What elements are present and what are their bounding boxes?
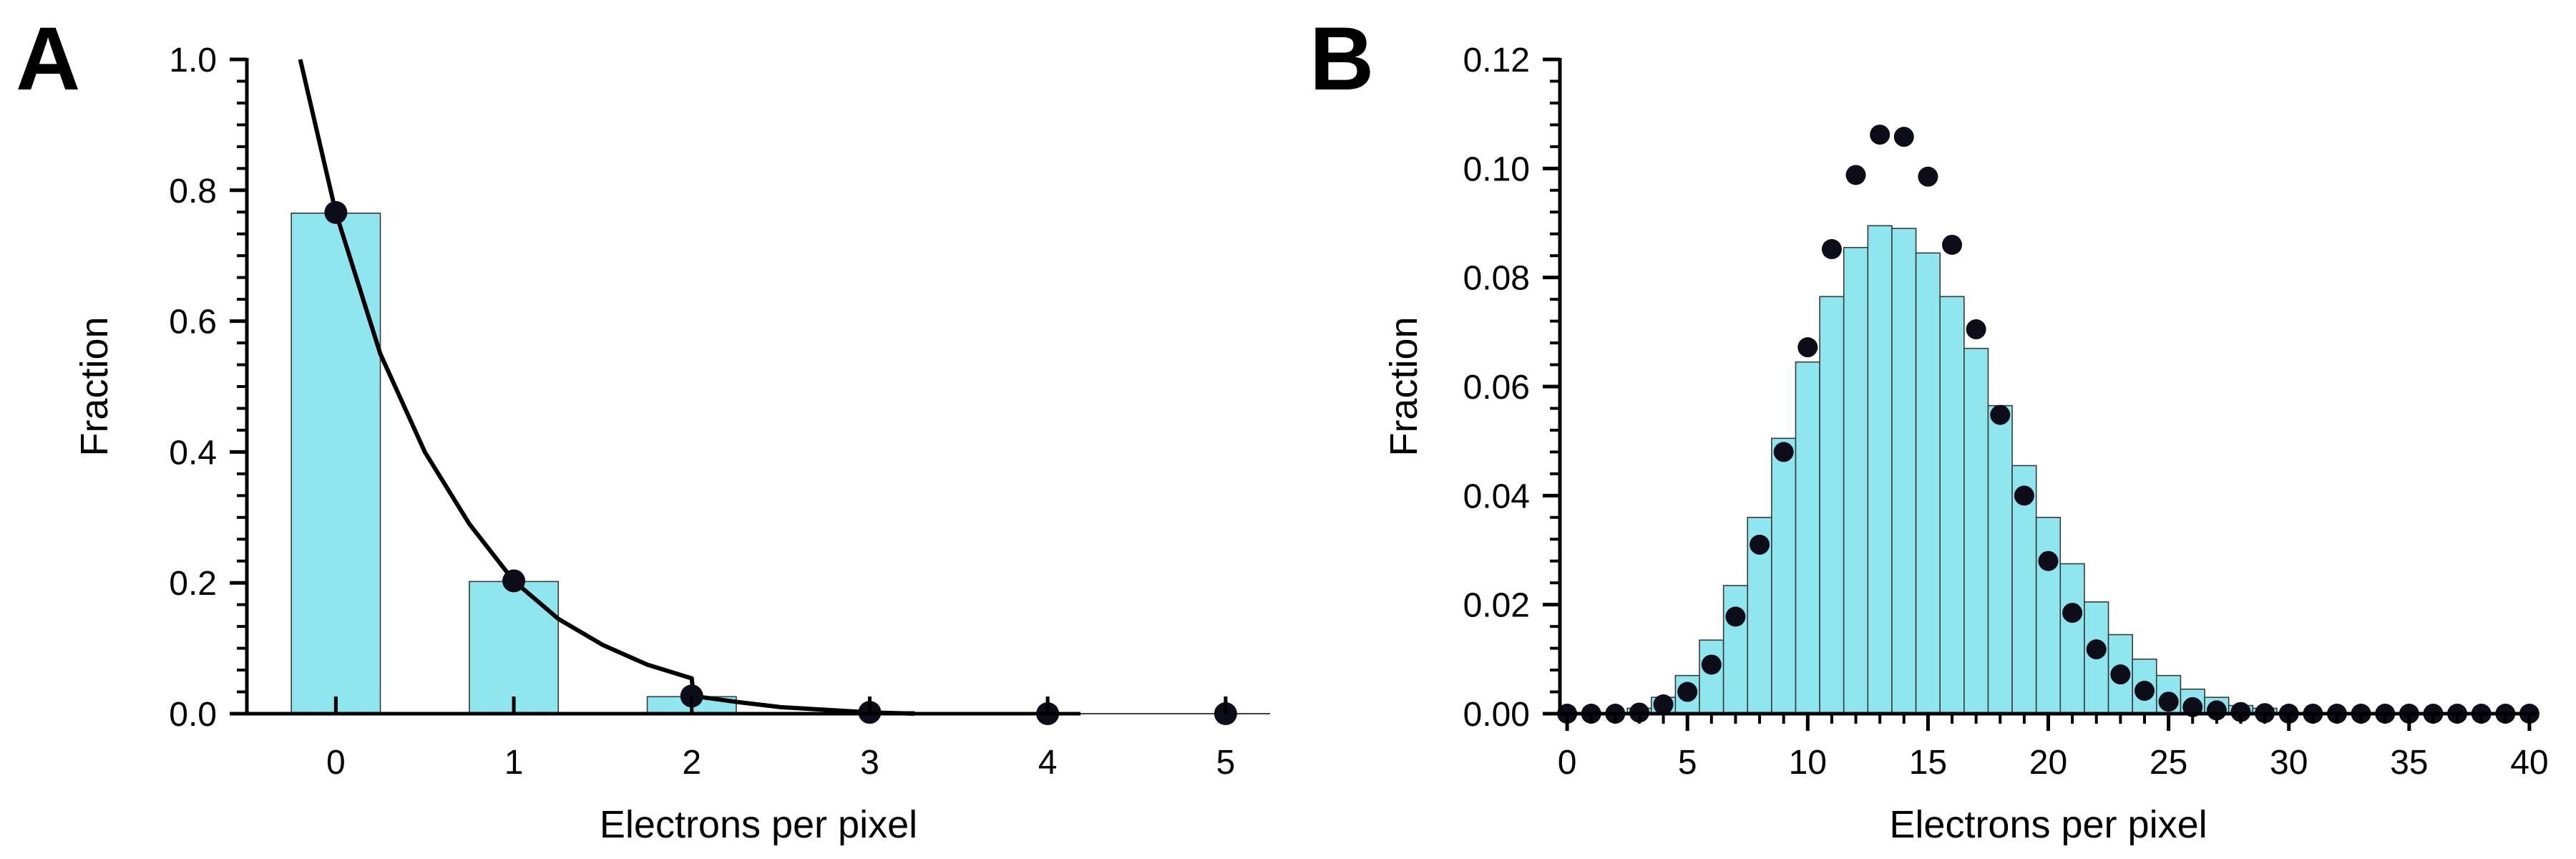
x-tick-label: 35 bbox=[2390, 744, 2428, 782]
data-point bbox=[2086, 639, 2107, 660]
bar bbox=[2059, 563, 2085, 714]
data-point bbox=[680, 684, 703, 708]
data-point bbox=[1797, 337, 1818, 358]
data-point bbox=[1750, 534, 1770, 555]
y-axis-title: Fraction bbox=[1382, 316, 1425, 456]
y-axis-title: Fraction bbox=[73, 316, 116, 456]
data-point bbox=[1990, 404, 2011, 425]
y-tick-label: 1.0 bbox=[169, 42, 217, 79]
data-point bbox=[2158, 691, 2179, 712]
data-point bbox=[1725, 606, 1746, 627]
data-point bbox=[2014, 485, 2034, 506]
y-tick-label: 0.06 bbox=[1463, 369, 1530, 407]
bar bbox=[1915, 252, 1941, 714]
data-point bbox=[2062, 603, 2083, 623]
data-point bbox=[1893, 127, 1914, 147]
bar bbox=[1722, 585, 1749, 714]
y-tick-label: 0.12 bbox=[1463, 42, 1530, 79]
data-point bbox=[1677, 681, 1698, 702]
x-tick-label: 10 bbox=[1789, 744, 1827, 782]
data-point bbox=[502, 569, 526, 593]
x-tick-label: 2 bbox=[682, 744, 701, 782]
y-tick-label: 0.08 bbox=[1463, 260, 1530, 298]
fit-curve bbox=[298, 59, 914, 716]
bar bbox=[1843, 246, 1869, 714]
data-point bbox=[1966, 319, 1986, 340]
data-point bbox=[2110, 664, 2131, 685]
data-point bbox=[1653, 694, 1674, 715]
y-tick-label: 0.8 bbox=[169, 173, 217, 210]
x-tick-label: 20 bbox=[2029, 744, 2067, 782]
data-point bbox=[324, 200, 348, 224]
bar bbox=[1987, 404, 2013, 714]
data-point bbox=[1773, 442, 1794, 462]
data-point bbox=[1701, 654, 1722, 675]
bar bbox=[1963, 347, 1989, 714]
y-tick-label: 0.0 bbox=[169, 696, 217, 734]
bar bbox=[291, 212, 381, 714]
x-tick-label: 0 bbox=[326, 744, 346, 782]
bar bbox=[469, 581, 560, 714]
x-tick-label: 1 bbox=[504, 744, 524, 782]
x-tick-label: 40 bbox=[2510, 744, 2548, 782]
bar bbox=[1867, 225, 1893, 714]
x-tick-label: 0 bbox=[1558, 744, 1577, 782]
chart-panel-a: A 0.0 0.2 0.4 0.6 0.8 1.0 0 1 2 3 4 5 Electrons per p… bbox=[16, 9, 1270, 846]
chart-panel-b: B 0.00 0.02 0.04 0.06 0.08 0.10 0.12 0 5 10 15 20 25 3… bbox=[1309, 9, 2549, 846]
y-tick-label: 0.6 bbox=[169, 304, 217, 341]
y-tick-label: 0.04 bbox=[1463, 477, 1530, 515]
data-point bbox=[1918, 166, 1938, 187]
y-tick-label: 0.02 bbox=[1463, 587, 1530, 625]
y-tick-label: 0.10 bbox=[1463, 150, 1530, 188]
x-tick-label: 30 bbox=[2270, 744, 2308, 782]
y-tick-label: 0.00 bbox=[1463, 696, 1530, 734]
data-point bbox=[1845, 165, 1866, 185]
x-axis-title: Electrons per pixel bbox=[1889, 803, 2207, 846]
bar bbox=[1819, 296, 1845, 714]
y-tick-label: 0.2 bbox=[169, 565, 217, 603]
x-tick-label: 5 bbox=[1678, 744, 1697, 782]
bar bbox=[1771, 437, 1797, 714]
x-tick-label: 15 bbox=[1909, 744, 1947, 782]
panel-label: A bbox=[16, 9, 80, 109]
bar bbox=[2035, 516, 2062, 714]
data-point bbox=[1942, 234, 1963, 255]
x-tick-label: 5 bbox=[1216, 744, 1235, 782]
bar bbox=[1699, 639, 1724, 714]
x-axis-title: Electrons per pixel bbox=[600, 803, 917, 846]
bar bbox=[1939, 296, 1965, 714]
x-tick-label: 4 bbox=[1038, 744, 1058, 782]
data-point bbox=[1821, 239, 1842, 260]
panel-label: B bbox=[1309, 9, 1374, 109]
bar bbox=[1795, 361, 1820, 714]
data-point bbox=[1870, 125, 1890, 145]
data-point bbox=[2038, 550, 2059, 571]
x-tick-label: 25 bbox=[2150, 744, 2187, 782]
x-tick-label: 3 bbox=[860, 744, 879, 782]
y-tick-label: 0.4 bbox=[169, 434, 217, 472]
data-point bbox=[2134, 681, 2155, 702]
bar bbox=[1891, 228, 1917, 714]
